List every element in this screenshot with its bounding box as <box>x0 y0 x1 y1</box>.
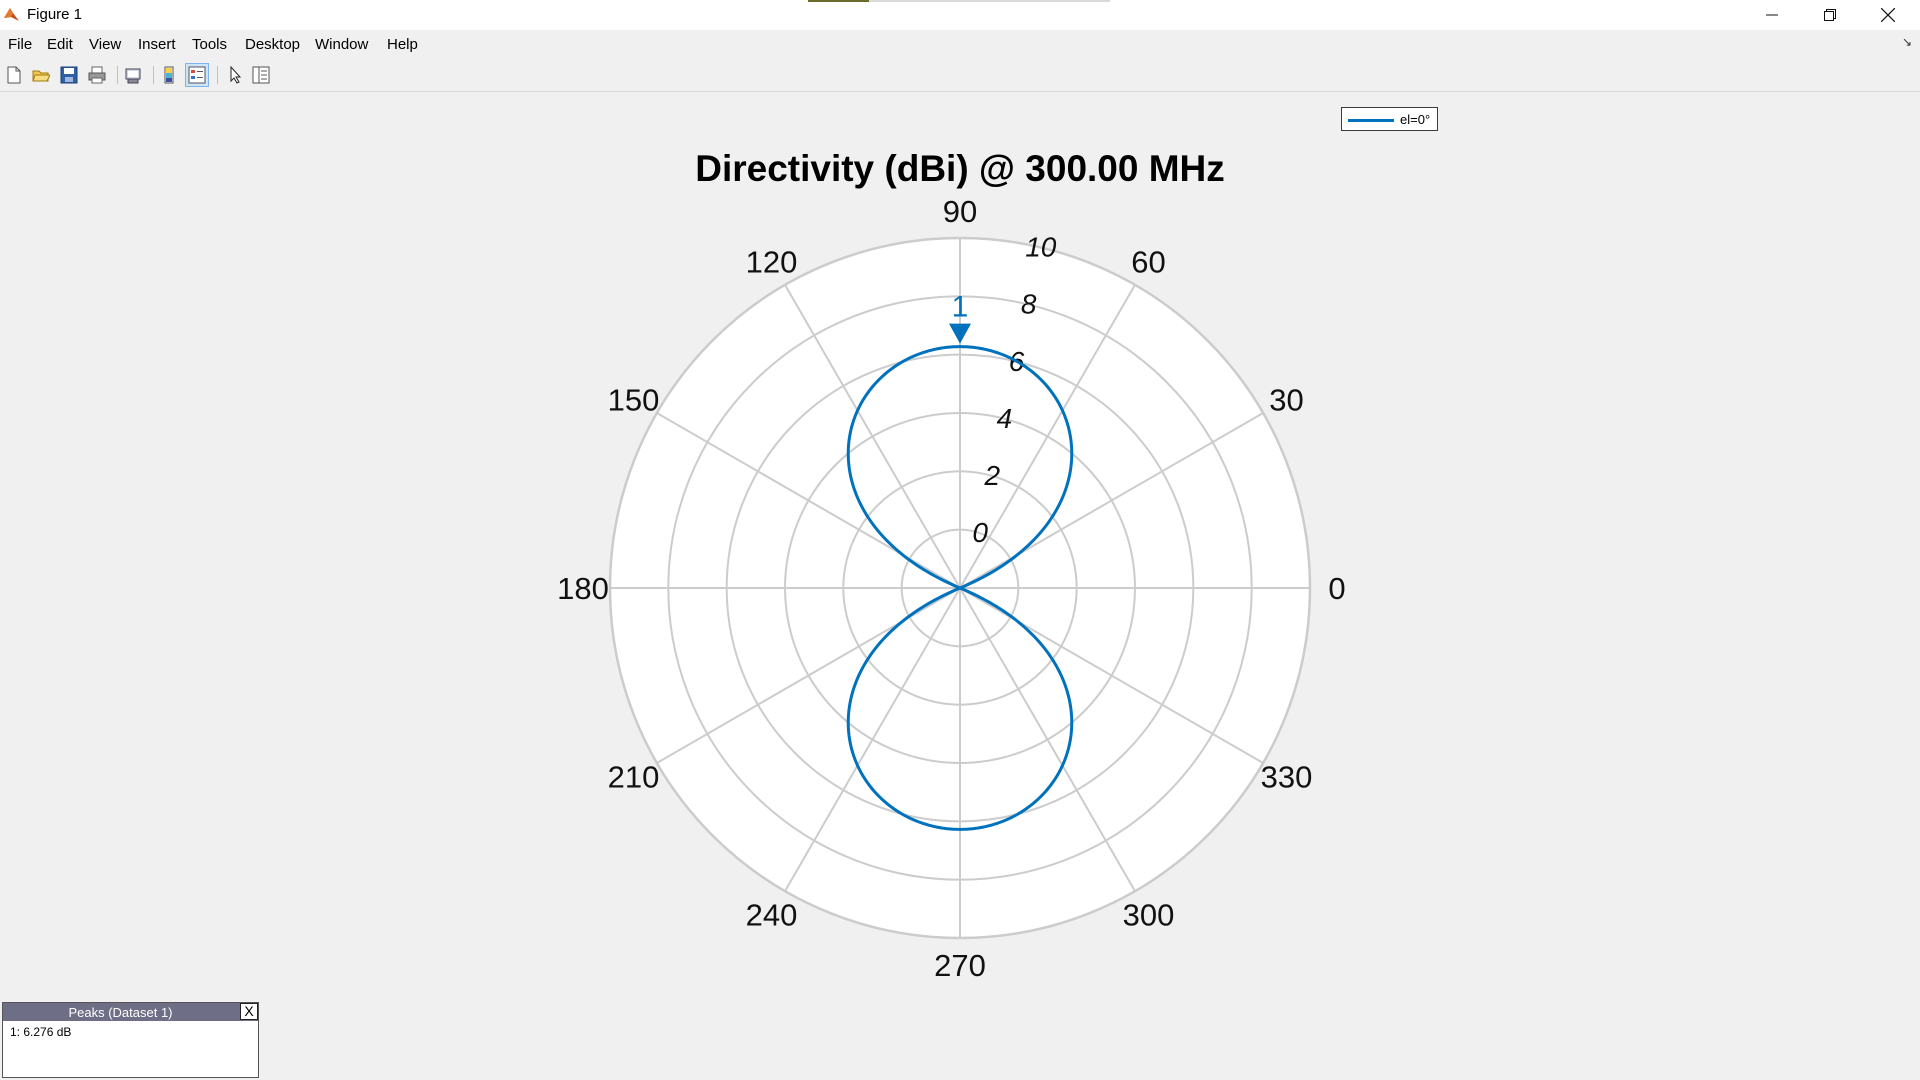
colorbar-button[interactable] <box>157 63 181 87</box>
toolbar-separator <box>117 66 118 84</box>
plot-title: Directivity (dBi) @ 300.00 MHz <box>695 148 1225 189</box>
legend-entry: el=0° <box>1400 112 1431 127</box>
matlab-icon <box>4 8 19 21</box>
angular-gridline <box>959 284 1136 589</box>
save-icon <box>60 66 78 84</box>
peaks-panel[interactable]: Peaks (Dataset 1) X 1: 6.276 dB <box>2 1002 259 1078</box>
angle-tick-label: 0 <box>1328 571 1345 606</box>
menu-bar: File Edit View Insert Tools Desktop Wind… <box>0 32 1920 56</box>
menu-edit[interactable]: Edit <box>47 36 73 53</box>
property-inspector-button[interactable] <box>249 63 273 87</box>
open-file-icon <box>32 70 50 82</box>
toolbar-separator <box>217 66 218 84</box>
colorbar-icon <box>164 66 174 84</box>
radial-tick-label: 4 <box>997 403 1013 434</box>
save-button[interactable] <box>57 63 81 87</box>
radial-tick-label: 8 <box>1021 289 1037 320</box>
toolbar-separator <box>153 66 154 84</box>
toolbar <box>0 59 1920 92</box>
menu-window[interactable]: Window <box>315 36 369 53</box>
angle-tick-label: 90 <box>943 194 977 229</box>
angle-tick-label: 270 <box>934 948 986 983</box>
angle-tick-label: 300 <box>1123 897 1175 932</box>
angle-tick-label: 180 <box>557 571 609 606</box>
menu-tools[interactable]: Tools <box>192 36 228 53</box>
title-bar: Figure 1 <box>0 0 1920 30</box>
menu-file[interactable]: File <box>8 36 33 53</box>
print-icon <box>88 66 106 84</box>
menu-view[interactable]: View <box>89 36 122 53</box>
restore-icon <box>1824 9 1836 21</box>
peaks-panel-header: Peaks (Dataset 1) X <box>3 1003 258 1021</box>
angle-tick-label: 240 <box>746 897 798 932</box>
pointer-icon <box>230 66 242 84</box>
menu-help[interactable]: Help <box>387 36 418 53</box>
radial-tick-label: 0 <box>972 517 988 548</box>
dock-arrow-icon[interactable]: ↘ <box>1901 35 1912 49</box>
print-button[interactable] <box>85 63 109 87</box>
close-button[interactable] <box>1859 0 1917 30</box>
window-title: Figure 1 <box>27 6 83 23</box>
menu-insert[interactable]: Insert <box>138 36 176 53</box>
angle-tick-label: 60 <box>1131 245 1165 280</box>
open-file-button[interactable] <box>29 63 53 87</box>
title-accent-track <box>869 0 1110 2</box>
peak-marker-label: 1 <box>952 291 969 324</box>
minimize-icon <box>1766 14 1778 16</box>
legend-line-swatch <box>1348 119 1394 122</box>
minimize-button[interactable] <box>1743 0 1801 30</box>
radial-tick-label: 2 <box>983 460 1000 491</box>
peaks-close-button[interactable]: X <box>240 1003 258 1020</box>
print-preview-button[interactable] <box>121 63 145 87</box>
angular-gridline <box>784 284 961 589</box>
angular-gridline <box>784 587 961 892</box>
series-line-el0[interactable] <box>846 345 1074 831</box>
new-figure-button[interactable] <box>2 63 26 87</box>
peak-marker[interactable] <box>949 323 971 344</box>
legend-button[interactable] <box>185 63 209 87</box>
legend-icon <box>188 66 206 84</box>
peaks-panel-title: Peaks (Dataset 1) <box>68 1005 173 1020</box>
angular-gridline <box>959 587 1136 892</box>
angle-tick-label: 150 <box>608 383 660 418</box>
angle-tick-label: 330 <box>1261 760 1313 795</box>
radial-tick-label: 10 <box>1025 232 1057 263</box>
title-accent <box>808 0 869 2</box>
close-icon <box>1881 8 1895 22</box>
polar-outer-ring <box>608 236 1312 940</box>
restore-button[interactable] <box>1801 0 1859 30</box>
legend-box[interactable]: el=0° <box>1341 107 1438 131</box>
new-figure-icon <box>7 66 21 84</box>
angle-tick-label: 30 <box>1269 383 1303 418</box>
angle-tick-label: 210 <box>608 760 660 795</box>
angle-tick-label: 120 <box>746 245 798 280</box>
print-preview-icon <box>125 68 141 84</box>
peaks-row[interactable]: 1: 6.276 dB <box>10 1025 72 1039</box>
edit-plot-button[interactable] <box>223 63 247 87</box>
property-inspector-icon <box>252 66 270 84</box>
menu-desktop[interactable]: Desktop <box>245 36 301 53</box>
